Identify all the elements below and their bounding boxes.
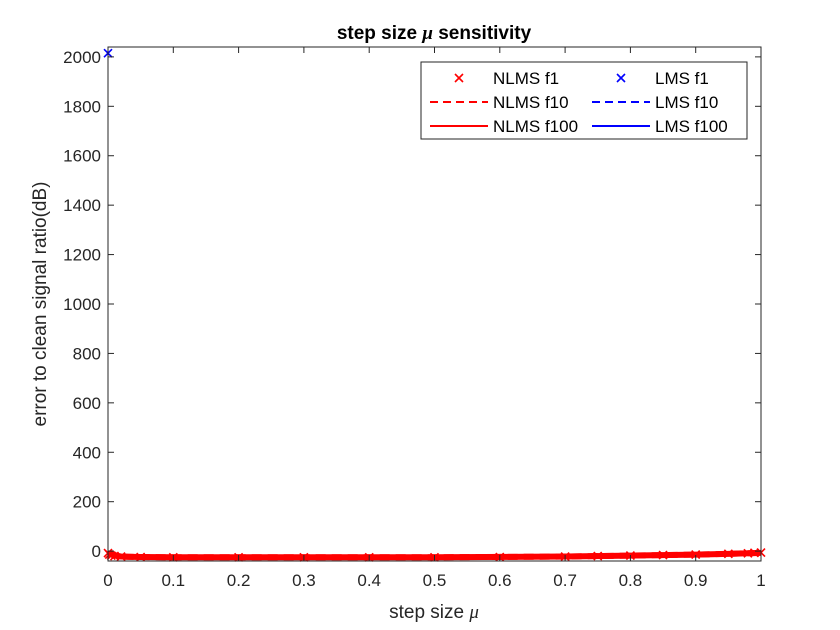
tick-layer: 0 0.1 0.2 0.3 0.4 0.5 0.6 0.7 0.8 0.9 1 0 200 400 600 8… xyxy=(63,47,766,590)
x-tick-label: 0.6 xyxy=(488,571,512,590)
y-tick-label: 600 xyxy=(73,394,101,413)
y-tick-label: 1600 xyxy=(63,147,101,166)
legend-marker-nlms-f1 xyxy=(454,73,464,83)
chart-title: step size μ sensitivity xyxy=(337,23,532,44)
data-point-nlms-f1 xyxy=(723,549,733,559)
y-tick-label: 400 xyxy=(73,443,101,462)
legend-entry-lms-f1: LMS f1 xyxy=(616,69,709,88)
legend-entry-nlms-f100: NLMS f100 xyxy=(430,117,578,136)
y-tick-label: 1200 xyxy=(63,246,101,265)
x-axis-label-mu-symbol: μ xyxy=(468,602,479,623)
data-point-nlms-f1 xyxy=(593,551,603,561)
legend-label-lms-f1: LMS f1 xyxy=(655,69,709,88)
legend: NLMS f1 LMS f1 NLMS f10 LMS f10 NLMS f100 LMS… xyxy=(420,61,748,140)
x-tick-label: 0.5 xyxy=(423,571,447,590)
y-tick-label: 0 xyxy=(92,542,101,561)
data-point-nlms-f1 xyxy=(658,550,668,560)
legend-label-lms-f100: LMS f100 xyxy=(655,117,728,136)
data-point-nlms-f1 xyxy=(106,550,116,561)
x-tick-label: 0 xyxy=(103,571,112,590)
y-tick-label: 800 xyxy=(73,344,101,363)
y-tick-label: 1400 xyxy=(63,196,101,215)
y-tick-label: 1000 xyxy=(63,295,101,314)
title-prefix: step size xyxy=(337,23,423,44)
x-tick-label: 1 xyxy=(756,571,765,590)
x-tick-label: 0.1 xyxy=(161,571,185,590)
data-point-nlms-f1 xyxy=(136,552,146,562)
y-tick-label: 2000 xyxy=(63,48,101,67)
axes-box xyxy=(107,46,762,562)
legend-label-nlms-f1: NLMS f1 xyxy=(493,69,559,88)
title-suffix: sensitivity xyxy=(433,23,532,44)
y-tick-label: 1800 xyxy=(63,97,101,116)
x-tick-label: 0.2 xyxy=(227,571,251,590)
series-nlms-f1-markers xyxy=(103,548,766,562)
x-tick-label: 0.4 xyxy=(357,571,381,590)
title-mu-symbol: μ xyxy=(421,23,433,44)
legend-entry-nlms-f10: NLMS f10 xyxy=(430,93,569,112)
legend-marker-lms-f1 xyxy=(616,73,626,83)
legend-entry-nlms-f1: NLMS f1 xyxy=(454,69,559,88)
x-tick-label: 0.9 xyxy=(684,571,708,590)
x-axis-label: step size μ xyxy=(389,602,479,623)
x-tick-label: 0.8 xyxy=(619,571,643,590)
y-axis-label: error to clean signal ratio(dB) xyxy=(30,182,51,427)
x-tick-label: 0.3 xyxy=(292,571,316,590)
legend-label-nlms-f100: NLMS f100 xyxy=(493,117,578,136)
legend-entry-lms-f100: LMS f100 xyxy=(592,117,728,136)
legend-label-nlms-f10: NLMS f10 xyxy=(493,93,569,112)
data-point-nlms-f1 xyxy=(691,550,701,560)
x-tick-label: 0.7 xyxy=(553,571,577,590)
legend-label-lms-f10: LMS f10 xyxy=(655,93,718,112)
x-axis-label-prefix: step size xyxy=(389,602,469,623)
legend-entry-lms-f10: LMS f10 xyxy=(592,93,718,112)
y-tick-label: 200 xyxy=(73,493,101,512)
data-point-nlms-f1 xyxy=(116,551,126,562)
